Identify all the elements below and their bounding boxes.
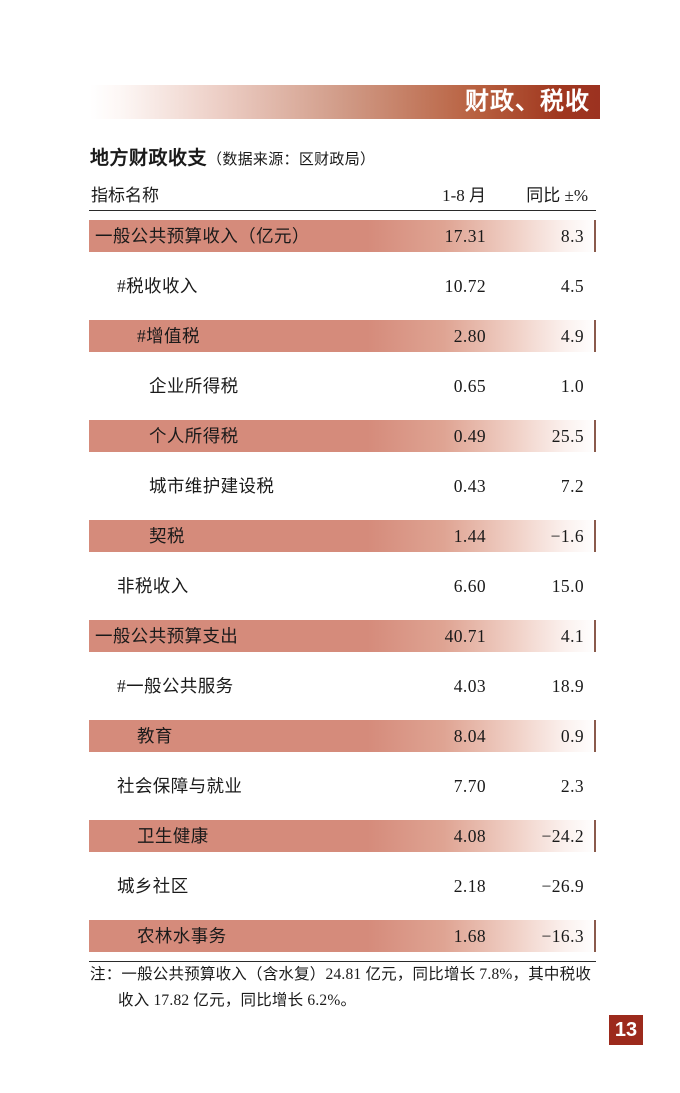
row-label: 城乡社区 [117, 876, 189, 896]
table-row: 非税收入 6.60 15.0 [89, 561, 596, 611]
table-row: 社会保障与就业 7.70 2.3 [89, 761, 596, 811]
row-yoy: 25.5 [551, 426, 584, 446]
section-banner-title: 财政、税收 [465, 88, 590, 115]
row-yoy: 18.9 [551, 676, 584, 696]
section-banner: 财政、税收 [90, 85, 600, 119]
row-yoy: 2.3 [560, 776, 584, 796]
table-body: 一般公共预算收入（亿元） 17.31 8.3 #税收收入 10.72 4.5 #增值税 2.8… [89, 211, 596, 962]
row-yoy: 7.2 [560, 476, 584, 496]
row-end-tick [594, 820, 596, 852]
row-label: #增值税 [137, 326, 200, 346]
row-highlight-bar [89, 420, 596, 452]
table-row: 卫生健康 4.08 −24.2 [89, 811, 596, 861]
table-title-source: （数据来源：区财政局） [207, 152, 376, 168]
row-value: 1.68 [453, 926, 486, 946]
row-end-tick [594, 520, 596, 552]
table-row: 农林水事务 1.68 −16.3 [89, 911, 596, 961]
row-yoy: 8.3 [560, 226, 584, 246]
row-value: 7.70 [453, 776, 486, 796]
row-yoy: 4.5 [560, 276, 584, 296]
row-yoy: 4.1 [560, 626, 584, 646]
row-yoy: −1.6 [550, 526, 584, 546]
row-label: 社会保障与就业 [117, 776, 243, 796]
row-highlight-bar [89, 920, 596, 952]
table-row: 一般公共预算收入（亿元） 17.31 8.3 [89, 211, 596, 261]
table-row: 教育 8.04 0.9 [89, 711, 596, 761]
row-yoy: 1.0 [560, 376, 584, 396]
row-label: 卫生健康 [137, 826, 209, 846]
row-value: 8.04 [453, 726, 486, 746]
column-header-yoy: 同比 ±% [526, 186, 588, 205]
row-highlight-bar [89, 820, 596, 852]
row-label: 城市维护建设税 [149, 476, 275, 496]
row-value: 0.43 [453, 476, 486, 496]
row-value: 2.18 [453, 876, 486, 896]
table-title: 地方财政收支（数据来源：区财政局） [90, 143, 375, 170]
table-row: 契税 1.44 −1.6 [89, 511, 596, 561]
row-yoy: 15.0 [551, 576, 584, 596]
row-value: 17.31 [444, 226, 486, 246]
row-value: 1.44 [453, 526, 486, 546]
row-end-tick [594, 420, 596, 452]
table-row: 一般公共预算支出 40.71 4.1 [89, 611, 596, 661]
row-value: 0.65 [453, 376, 486, 396]
row-value: 40.71 [444, 626, 486, 646]
row-end-tick [594, 720, 596, 752]
table-row: 个人所得税 0.49 25.5 [89, 411, 596, 461]
table-row: #增值税 2.80 4.9 [89, 311, 596, 361]
row-end-tick [594, 620, 596, 652]
footnote-line-2: 收入 17.82 亿元，同比增长 6.2%。 [118, 991, 357, 1009]
row-yoy: −16.3 [541, 926, 584, 946]
row-label: #一般公共服务 [117, 676, 234, 696]
table-row: #一般公共服务 4.03 18.9 [89, 661, 596, 711]
row-end-tick [594, 320, 596, 352]
row-label: 非税收入 [117, 576, 189, 596]
finance-table: 指标名称 1-8 月 同比 ±% 一般公共预算收入（亿元） 17.31 8.3 #税收… [89, 180, 596, 962]
row-highlight-bar [89, 720, 596, 752]
row-label: 契税 [149, 526, 185, 546]
row-label: 企业所得税 [149, 376, 239, 396]
row-highlight-bar [89, 520, 596, 552]
table-title-main: 地方财政收支 [90, 148, 208, 169]
row-label: 一般公共预算收入（亿元） [95, 226, 310, 246]
row-value: 6.60 [453, 576, 486, 596]
row-value: 4.03 [453, 676, 486, 696]
row-value: 10.72 [444, 276, 486, 296]
row-highlight-bar [89, 320, 596, 352]
table-row: 企业所得税 0.65 1.0 [89, 361, 596, 411]
table-row: 城乡社区 2.18 −26.9 [89, 861, 596, 911]
row-end-tick [594, 920, 596, 952]
row-value: 4.08 [453, 826, 486, 846]
row-label: #税收收入 [117, 276, 198, 296]
row-highlight-bar [89, 620, 596, 652]
row-yoy: 0.9 [560, 726, 584, 746]
row-highlight-bar [89, 220, 596, 252]
column-header-value: 1-8 月 [442, 186, 486, 205]
row-end-tick [594, 220, 596, 252]
row-yoy: −26.9 [541, 876, 584, 896]
table-header-row: 指标名称 1-8 月 同比 ±% [89, 180, 596, 211]
row-label: 农林水事务 [137, 926, 227, 946]
table-footnote: 注：一般公共预算收入（含水复）24.81 亿元，同比增长 7.8%，其中税收 收… [90, 962, 600, 1013]
row-label: 个人所得税 [149, 426, 239, 446]
row-yoy: 4.9 [560, 326, 584, 346]
row-yoy: −24.2 [541, 826, 584, 846]
row-label: 教育 [137, 726, 173, 746]
footnote-line-1: 注：一般公共预算收入（含水复）24.81 亿元，同比增长 7.8%，其中税收 [90, 966, 592, 983]
table-row: 城市维护建设税 0.43 7.2 [89, 461, 596, 511]
table-row: #税收收入 10.72 4.5 [89, 261, 596, 311]
row-value: 0.49 [453, 426, 486, 446]
page-number-badge: 13 [609, 1015, 643, 1045]
row-value: 2.80 [453, 326, 486, 346]
column-header-name: 指标名称 [91, 186, 159, 205]
row-label: 一般公共预算支出 [95, 626, 239, 646]
